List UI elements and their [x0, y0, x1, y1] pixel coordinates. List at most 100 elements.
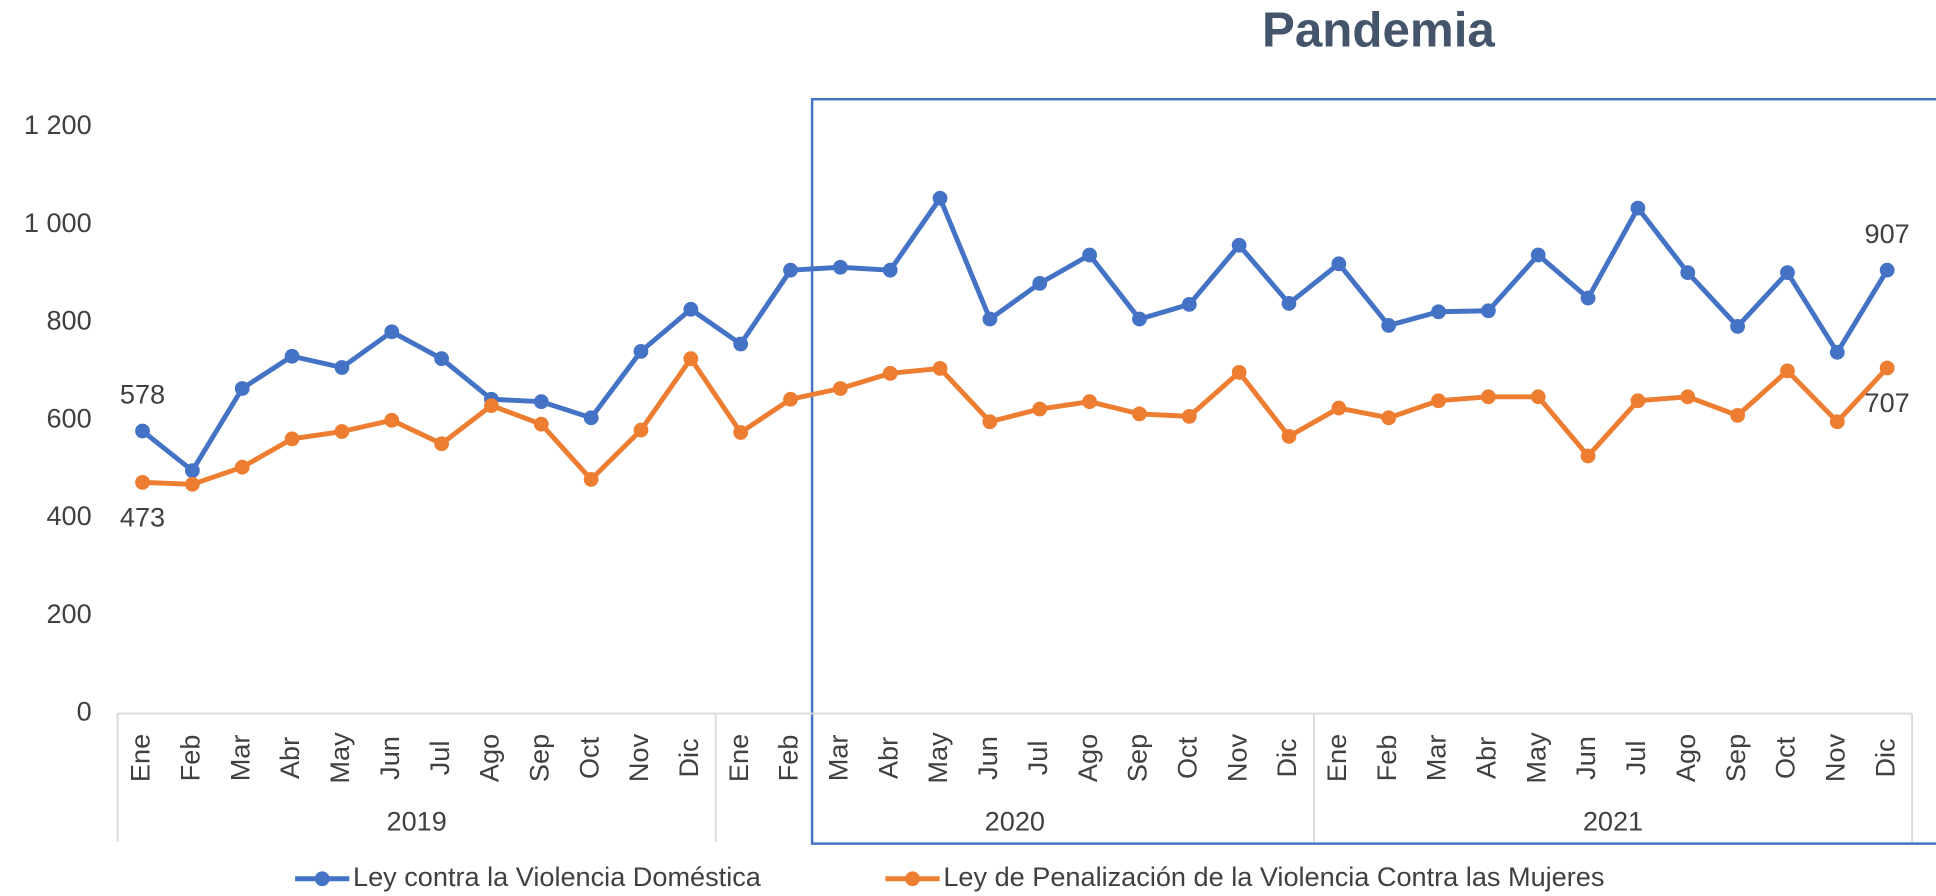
y-tick-label: 600	[46, 402, 91, 433]
point	[284, 431, 300, 447]
point	[1082, 394, 1097, 410]
point	[1780, 265, 1795, 281]
x-tick-label: Ene	[125, 734, 156, 782]
point	[1381, 410, 1397, 426]
point	[334, 360, 350, 375]
point	[1879, 360, 1895, 376]
point	[1082, 247, 1097, 263]
data-label: 907	[1865, 218, 1910, 249]
point	[1032, 401, 1048, 417]
point	[932, 361, 948, 376]
y-tick-label: 1 200	[24, 109, 92, 140]
point	[434, 436, 449, 452]
point	[832, 259, 848, 275]
point	[284, 348, 300, 364]
x-tick-label: Oct	[573, 736, 604, 779]
point	[1132, 311, 1147, 327]
x-tick-label: Abr	[872, 737, 903, 779]
point	[1431, 304, 1446, 320]
x-tick-label: Sep	[523, 734, 554, 782]
x-tick-label: Nov	[1221, 733, 1252, 782]
point	[1431, 393, 1446, 409]
point	[533, 416, 549, 432]
point	[1580, 290, 1596, 306]
point	[1530, 389, 1546, 405]
point	[135, 423, 150, 439]
point	[583, 410, 599, 426]
point	[683, 351, 699, 367]
point	[1331, 256, 1347, 272]
point	[1231, 237, 1247, 253]
x-tick-label: Abr	[1471, 737, 1502, 779]
point	[633, 422, 649, 438]
x-tick-label: Jun	[374, 736, 405, 780]
x-tick-label: May	[922, 732, 953, 784]
legend-label: Ley contra la Violencia Doméstica	[353, 861, 762, 892]
pandemic-box	[810, 97, 1936, 845]
point	[1281, 296, 1297, 311]
x-tick-label: Dic	[1869, 738, 1900, 777]
year-label: 2020	[985, 805, 1045, 836]
series-line	[140, 195, 1890, 474]
data-label: 473	[120, 501, 165, 532]
point	[1879, 262, 1895, 278]
x-tick-label: Ago	[1072, 734, 1103, 782]
point	[1730, 319, 1745, 334]
x-tick-label: Jul	[1620, 741, 1651, 776]
point	[982, 414, 998, 430]
point	[184, 476, 200, 492]
x-tick-label: May	[1520, 732, 1551, 784]
point	[135, 474, 150, 490]
x-tick-label: Mar	[823, 735, 854, 782]
point	[1181, 297, 1197, 312]
y-tick-label: 400	[46, 500, 91, 531]
point	[882, 365, 898, 381]
x-tick-label: Oct	[1171, 736, 1202, 779]
x-tick-label: Ene	[1321, 734, 1352, 782]
point	[1630, 393, 1646, 409]
point	[932, 190, 948, 206]
x-tick-label: Sep	[1720, 734, 1751, 782]
point	[1680, 389, 1696, 405]
x-tick-label: Jun	[1570, 736, 1601, 780]
chart-title: Pandemia	[1262, 2, 1495, 57]
point	[184, 463, 200, 479]
point	[982, 311, 998, 327]
point	[384, 412, 400, 428]
point	[1331, 400, 1347, 416]
series-line	[142, 356, 1889, 487]
legend-label: Ley de Penalización de la Violencia Cont…	[943, 861, 1604, 892]
point	[1829, 344, 1845, 360]
point	[633, 343, 649, 359]
point	[234, 381, 250, 396]
year-label: 2021	[1583, 805, 1643, 836]
point	[1281, 429, 1297, 444]
point	[234, 459, 250, 475]
point	[733, 425, 749, 440]
point	[1780, 363, 1795, 379]
x-tick-label: Dic	[1271, 738, 1302, 777]
x-tick-label: Ago	[474, 734, 505, 782]
point	[1630, 200, 1646, 216]
legend-marker	[314, 871, 330, 887]
x-tick-label: Ago	[1670, 734, 1701, 782]
x-tick-label: Sep	[1122, 734, 1153, 782]
x-tick-label: Nov	[623, 733, 654, 782]
point	[783, 262, 798, 278]
point	[384, 324, 400, 340]
y-tick-label: 200	[46, 598, 91, 629]
point	[1132, 406, 1147, 422]
point	[1530, 247, 1546, 263]
x-tick-label: Feb	[1371, 735, 1402, 782]
data-label: 578	[120, 379, 165, 410]
x-tick-label: Jul	[1022, 741, 1053, 776]
x-tick-label: Nov	[1819, 733, 1850, 782]
point	[733, 336, 749, 352]
point	[1829, 414, 1845, 430]
x-tick-label: Mar	[1421, 735, 1452, 782]
point	[1381, 318, 1397, 333]
point	[1181, 408, 1197, 424]
point	[334, 424, 350, 439]
point	[1580, 448, 1596, 464]
